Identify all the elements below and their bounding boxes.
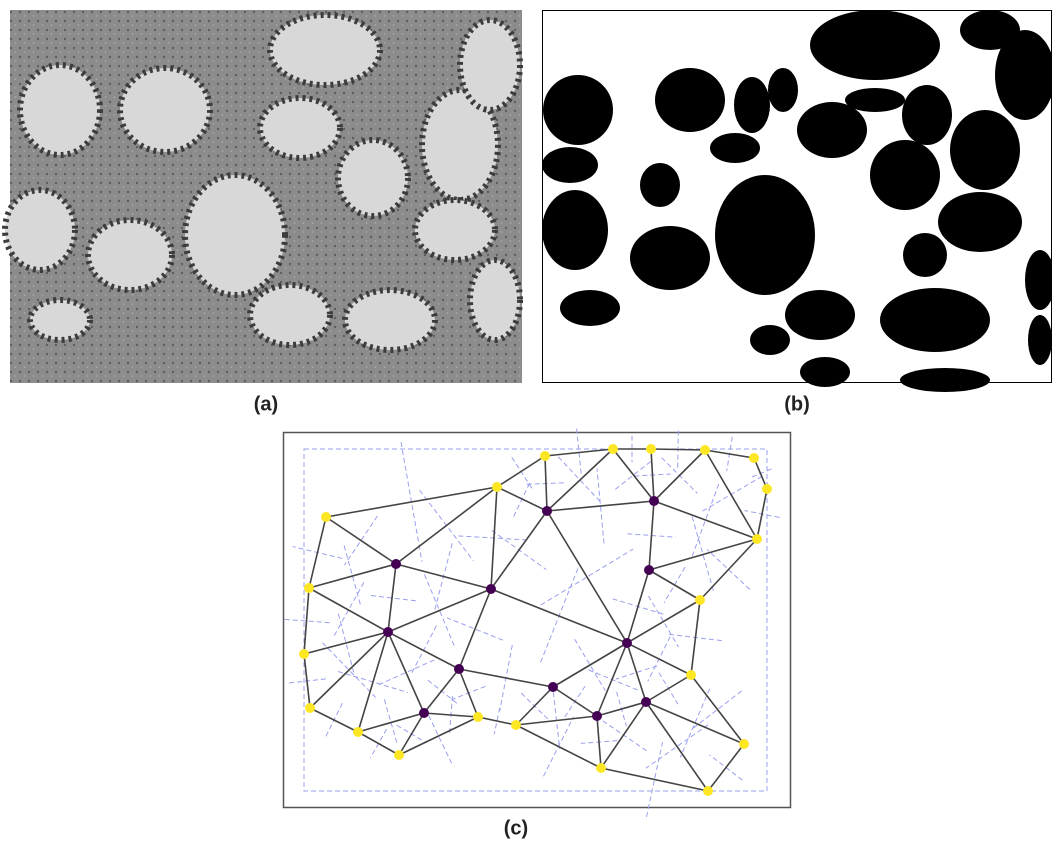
inner-node	[641, 697, 651, 707]
inner-node	[548, 682, 558, 692]
inner-node	[649, 496, 659, 506]
boundary-node	[646, 444, 656, 454]
panel-b-mask	[542, 10, 1052, 392]
panel-c-graph	[283, 429, 790, 817]
page: (a) (b) (c) (() => { const data = JSON.p…	[0, 0, 1052, 846]
boundary-node	[492, 482, 502, 492]
inner-node	[644, 565, 654, 575]
boundary-node	[299, 649, 309, 659]
boundary-node	[596, 763, 606, 773]
inner-node	[454, 664, 464, 674]
boundary-node	[700, 445, 710, 455]
boundary-node	[739, 739, 749, 749]
boundary-node	[695, 595, 705, 605]
inner-node	[383, 627, 393, 637]
boundary-node	[473, 712, 483, 722]
boundary-node	[686, 670, 696, 680]
boundary-node	[321, 512, 331, 522]
boundary-node	[703, 786, 713, 796]
boundary-node	[394, 750, 404, 760]
boundary-node	[305, 703, 315, 713]
inner-node	[622, 638, 632, 648]
boundary-node	[511, 720, 521, 730]
boundary-node	[752, 534, 762, 544]
boundary-node	[749, 453, 759, 463]
panel-label: (c)	[504, 817, 528, 839]
panel-a-image	[5, 10, 522, 383]
boundary-node	[762, 484, 772, 494]
panel-label: (b)	[784, 393, 810, 415]
inner-node	[486, 584, 496, 594]
graph-edge	[651, 449, 705, 450]
boundary-node	[304, 583, 314, 593]
figure: (a) (b) (c)	[0, 0, 1052, 846]
boundary-node	[540, 451, 550, 461]
boundary-node	[608, 444, 618, 454]
panel-label: (a)	[254, 393, 278, 415]
inner-node	[542, 506, 552, 516]
inner-node	[391, 559, 401, 569]
inner-node	[419, 708, 429, 718]
inner-node	[592, 711, 602, 721]
boundary-node	[353, 727, 363, 737]
